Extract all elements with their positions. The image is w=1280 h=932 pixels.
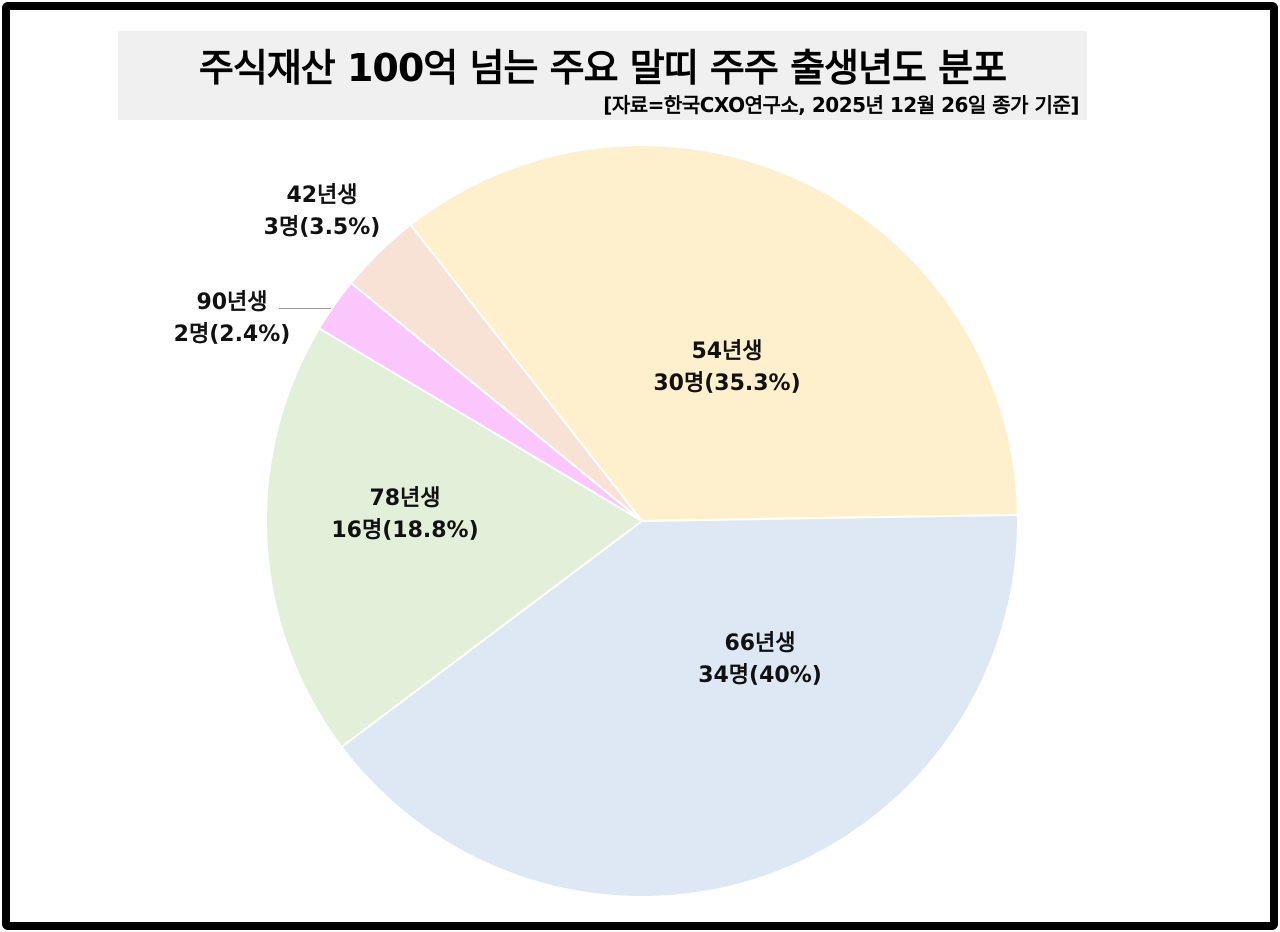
- label-66-value: 34명(40%): [698, 663, 822, 688]
- pie-slice-54: [409, 144, 1019, 523]
- label-54-name: 54년생: [691, 339, 763, 364]
- leader-line-90: [279, 308, 331, 309]
- pie-slice-78: [265, 326, 644, 749]
- label-42-name: 42년생: [286, 183, 358, 208]
- label-78-value: 16명(18.8%): [331, 518, 479, 543]
- label-54-value: 30명(35.3%): [653, 371, 801, 396]
- chart-title: 주식재산 100억 넘는 주요 말띠 주주 출생년도 분포: [198, 46, 1007, 90]
- label-42-value: 3명(3.5%): [263, 215, 381, 240]
- label-78: 78년생 16명(18.8%): [331, 483, 478, 547]
- label-66: 66년생 34명(40%): [698, 628, 822, 692]
- label-66-name: 66년생: [724, 631, 796, 656]
- pie-slice-66: [340, 513, 1019, 898]
- chart-source: [자료=한국CXO연구소, 2025년 12월 26일 종가 기준]: [603, 93, 1079, 117]
- label-54: 54년생 30명(35.3%): [653, 336, 800, 400]
- label-78-name: 78년생: [369, 486, 441, 511]
- label-90-value: 2명(2.4%): [173, 322, 291, 347]
- label-90-name: 90년생: [196, 290, 268, 315]
- pie-slice-42: [349, 223, 643, 522]
- label-42: 42년생 3명(3.5%): [264, 180, 381, 244]
- title-box: 주식재산 100억 넘는 주요 말띠 주주 출생년도 분포 [자료=한국CXO연…: [118, 31, 1087, 120]
- label-90: 90년생 2명(2.4%): [174, 287, 291, 351]
